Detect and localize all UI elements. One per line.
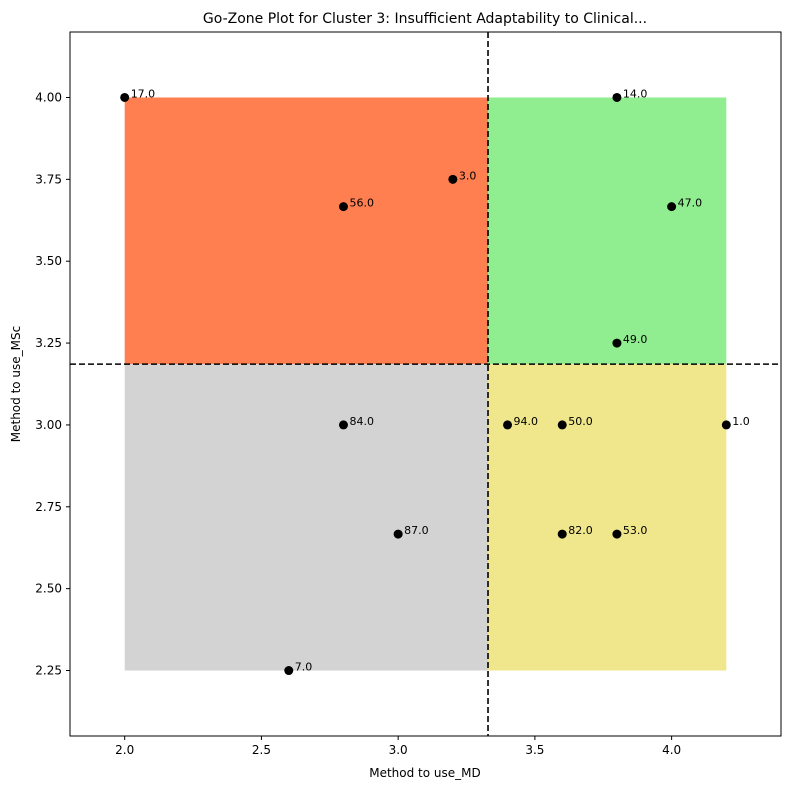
point-label: 49.0: [623, 333, 648, 346]
x-tick-label: 2.0: [115, 743, 134, 757]
data-point: [448, 174, 458, 184]
y-tick-label: 2.50: [35, 582, 62, 596]
data-point: [557, 529, 567, 539]
data-point: [393, 529, 403, 539]
point-labels: 17.0 14.0 3.0 56.0 47.0 49.0 84.0 94.0 50.0 1.0 87…: [131, 87, 750, 673]
quadrant-bottom-left: [124, 364, 489, 671]
y-tick-label: 3.75: [35, 172, 62, 186]
y-tick-label: 3.00: [35, 418, 62, 432]
x-axis-title: Method to use_MD: [369, 766, 481, 780]
data-point: [120, 92, 130, 102]
data-points: [120, 92, 731, 676]
point-label: 47.0: [678, 197, 703, 210]
data-point: [667, 202, 677, 212]
point-label: 56.0: [349, 197, 374, 210]
x-tick-label: 2.5: [252, 743, 271, 757]
y-axis-ticks: 2.25 2.50 2.75 3.00 3.25 3.50 3.75 4.00: [35, 90, 70, 678]
x-axis-ticks: 2.0 2.5 3.0 3.5 4.0: [115, 736, 681, 757]
point-label: 87.0: [404, 524, 429, 537]
data-point: [612, 529, 622, 539]
point-label: 84.0: [349, 415, 374, 428]
data-point: [503, 420, 513, 430]
data-point: [612, 92, 622, 102]
data-point: [721, 420, 731, 430]
point-label: 94.0: [514, 415, 539, 428]
y-axis-title: Method to use_MSc: [9, 326, 23, 443]
point-label: 7.0: [295, 661, 313, 674]
quadrant-bottom-right: [488, 364, 727, 671]
y-tick-label: 2.75: [35, 500, 62, 514]
point-label: 14.0: [623, 87, 648, 100]
x-tick-label: 4.0: [662, 743, 681, 757]
x-tick-label: 3.5: [525, 743, 544, 757]
quadrant-top-left: [124, 97, 489, 365]
data-point: [338, 202, 348, 212]
y-tick-label: 4.00: [35, 90, 62, 104]
y-tick-label: 3.50: [35, 254, 62, 268]
chart-title: Go-Zone Plot for Cluster 3: Insufficient…: [203, 11, 647, 27]
data-point: [284, 666, 294, 676]
quadrant-regions: [124, 97, 727, 671]
x-tick-label: 3.0: [389, 743, 408, 757]
point-label: 17.0: [131, 87, 156, 100]
point-label: 53.0: [623, 524, 648, 537]
point-label: 3.0: [459, 169, 477, 182]
data-point: [612, 338, 622, 348]
quadrant-top-right: [488, 97, 727, 365]
data-point: [338, 420, 348, 430]
data-point: [557, 420, 567, 430]
mean-lines: [70, 32, 781, 736]
plot-area-frame: [69, 31, 782, 737]
point-label: 50.0: [568, 415, 593, 428]
y-tick-label: 2.25: [35, 664, 62, 678]
point-label: 1.0: [732, 415, 750, 428]
y-tick-label: 3.25: [35, 336, 62, 350]
point-label: 82.0: [568, 524, 593, 537]
